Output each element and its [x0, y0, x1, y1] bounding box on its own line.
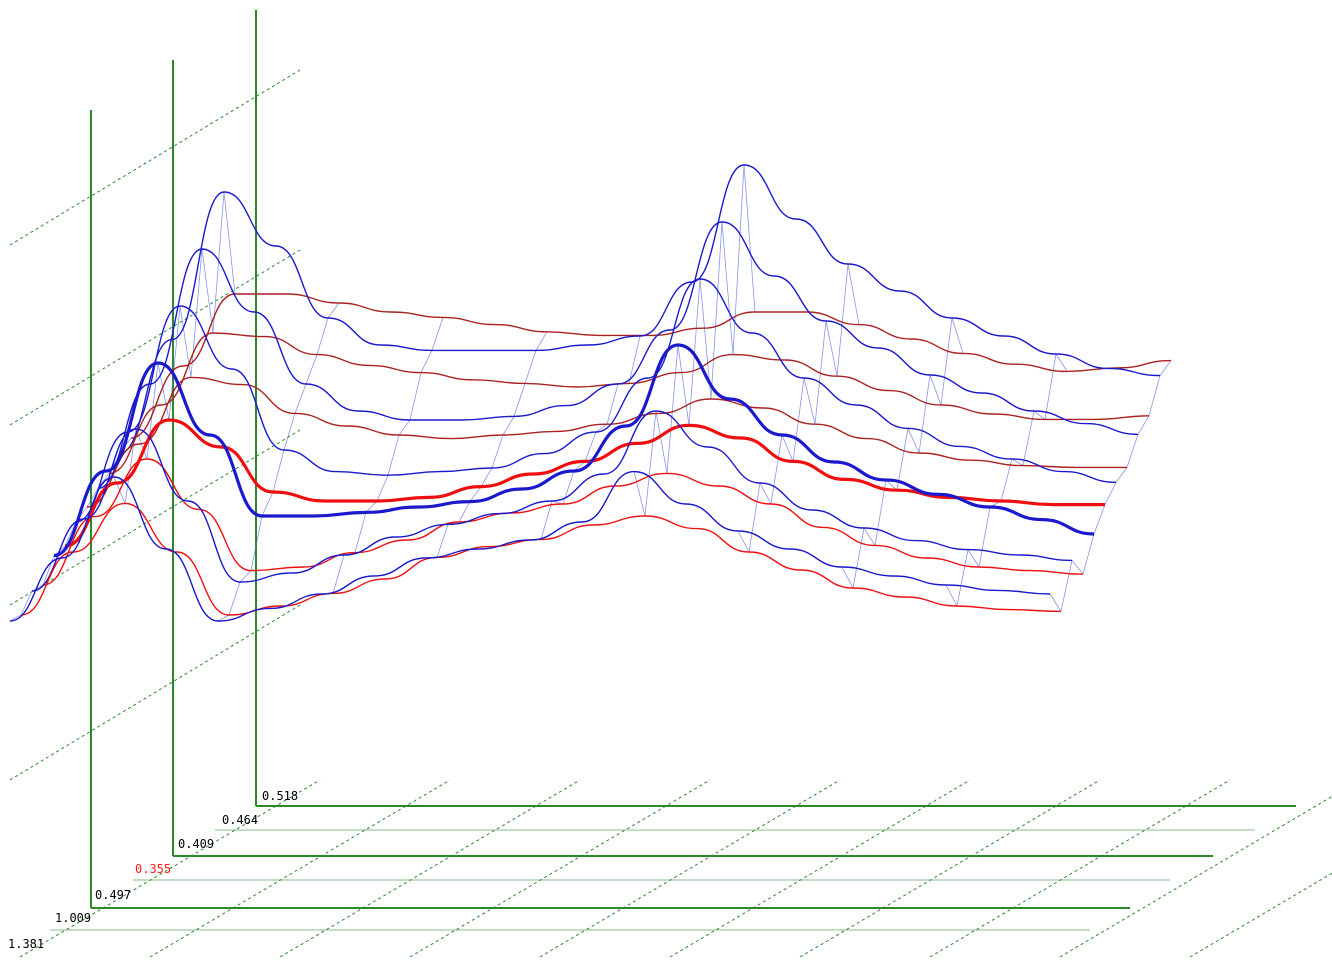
series-line-10	[119, 164, 1161, 454]
wall-grid-line-3	[9, 604, 301, 781]
wall-grid-line-2	[9, 429, 301, 606]
depth-label: 0.464	[222, 813, 258, 827]
series-line-6	[75, 278, 1117, 523]
mesh-line-2	[113, 191, 236, 505]
mesh-line-8	[425, 331, 548, 559]
floor-grid-line-3	[409, 779, 711, 958]
wall-grid-line-1	[9, 249, 301, 426]
depth-label: 0.518	[262, 789, 298, 803]
floor-grid-line-0	[19, 779, 321, 958]
series-line-7	[86, 376, 1127, 508]
floor-grid-line-7	[929, 779, 1231, 958]
floor-grid-line-6	[799, 779, 1101, 958]
floor-grid-line-2	[279, 779, 581, 958]
floor-grid-line-4	[539, 779, 841, 958]
mesh-line-14	[737, 263, 860, 554]
series-layer	[9, 164, 1172, 622]
series-line-5	[64, 418, 1105, 548]
depth-label: 1.381	[8, 937, 44, 951]
series-line-4	[53, 343, 1095, 558]
floor-grid-line-1	[149, 779, 451, 958]
series-line-1	[20, 502, 1062, 616]
mesh-line-12	[633, 164, 756, 517]
depth-label: 0.497	[95, 888, 131, 902]
mesh-line-4	[217, 302, 340, 622]
depth-labels: 1.381 1.009 0.497 0.355 0.409 0.464 0.518	[8, 789, 298, 951]
depth-label: 0.409	[178, 837, 214, 851]
wall-grid-line-0	[9, 69, 301, 246]
mesh-line-16	[841, 317, 964, 590]
mesh-line-20	[1049, 360, 1172, 613]
floor-grid-line-8	[1059, 795, 1332, 958]
depth-label: 1.009	[55, 911, 91, 925]
mesh-line-10	[529, 335, 652, 541]
grid-layer	[9, 10, 1332, 958]
floor-grid-line-5	[669, 779, 971, 958]
series-line-0	[9, 470, 1051, 622]
series-line-9	[108, 332, 1150, 475]
mesh-line-6	[321, 317, 444, 595]
depth-label: 0.355	[135, 862, 171, 876]
series-line-3	[42, 458, 1084, 586]
series-line-2	[31, 410, 1073, 592]
mesh-line-18	[945, 352, 1068, 608]
series-line-8	[97, 221, 1139, 490]
